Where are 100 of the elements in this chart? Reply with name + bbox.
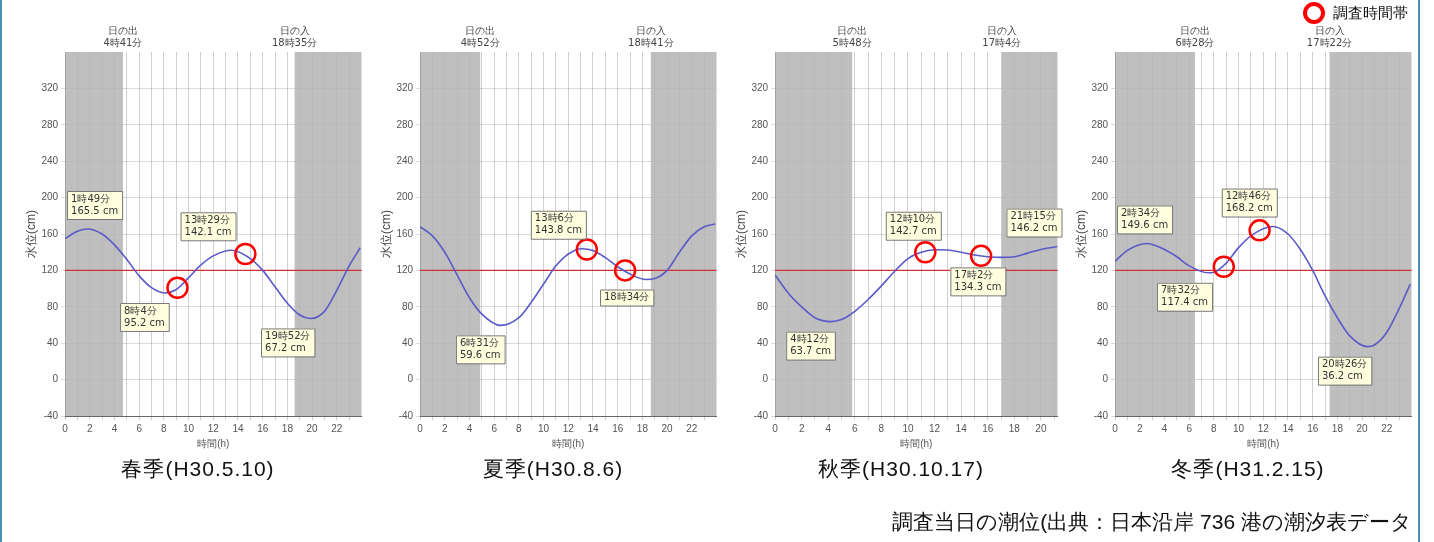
annotation: 4時12分 63.7 cm (790, 333, 831, 357)
x-tick-label: 14 (1282, 422, 1294, 434)
band-label: 日の出 5時48分 (832, 25, 872, 48)
y-tick-label: 200 (1091, 191, 1109, 203)
y-tick-label: 280 (751, 118, 769, 130)
x-tick-label: 10 (183, 422, 195, 434)
y-tick-label: 160 (41, 227, 59, 239)
x-tick-label: 4 (466, 422, 473, 434)
y-tick-label: 40 (1096, 336, 1109, 348)
y-tick-label: 40 (756, 336, 769, 348)
annotation: 21時15分 146.2 cm (1010, 210, 1058, 234)
x-tick-label: 2 (87, 422, 93, 434)
annotation: 2時34分 149.6 cm (1121, 207, 1169, 231)
band-label: 日の出 4時41分 (103, 25, 143, 48)
x-tick-label: 2 (798, 422, 805, 434)
x-tick-label: 8 (161, 422, 168, 434)
x-tick-label: 8 (1211, 422, 1218, 434)
x-tick-label: 2 (442, 422, 448, 434)
x-tick-label: 10 (1233, 422, 1245, 434)
x-tick-label: 18 (1008, 422, 1021, 434)
annotation: 1時49分 165.5 cm (71, 192, 119, 216)
y-tick-label: 240 (41, 154, 59, 166)
x-tick-label: 0 (772, 422, 779, 434)
y-tick-label: 80 (401, 300, 414, 312)
x-tick-label: 12 (1257, 422, 1270, 434)
x-tick-label: 10 (902, 422, 914, 434)
annotation: 12時46分 168.2 cm (1225, 190, 1273, 214)
y-tick-label: 240 (396, 154, 414, 166)
y-tick-label: 280 (396, 118, 414, 130)
y-tick-label: 120 (751, 264, 769, 276)
legend-label: 調査時間帯 (1333, 3, 1408, 23)
x-tick-label: 20 (1035, 422, 1047, 434)
x-tick-label: 8 (516, 422, 523, 434)
text: 夏季(H30.8.6) (481, 456, 625, 482)
annotation: 7時32分 117.4 cm (1161, 284, 1209, 308)
y-tick-label: 80 (46, 300, 59, 312)
x-tick-label: 16 (612, 422, 624, 434)
y-tick-label: -40 (43, 409, 59, 421)
y-tick-label: 160 (751, 227, 769, 239)
x-tick-label: 12 (929, 422, 941, 434)
x-tick-label: 22 (686, 422, 698, 434)
annotation: 19時52分 67.2 cm (265, 330, 311, 354)
y-tick-label: 0 (1102, 373, 1109, 385)
x-tick-label: 20 (661, 422, 674, 434)
y-tick-label: 320 (1091, 82, 1109, 94)
x-axis-title: 時間(h) (900, 437, 933, 449)
text: 冬季(H31.2.15) (1170, 456, 1326, 482)
x-tick-label: 16 (257, 422, 269, 434)
x-tick-label: 20 (1356, 422, 1369, 434)
x-tick-label: 2 (1137, 422, 1143, 434)
x-tick-label: 12 (562, 422, 575, 434)
y-tick-label: 200 (751, 191, 769, 203)
y-tick-label: 320 (41, 82, 59, 94)
annotation: 8時4分 95.2 cm (124, 304, 165, 328)
x-tick-label: 18 (1331, 422, 1344, 434)
x-tick-label: 6 (491, 422, 498, 434)
x-tick-label: 16 (982, 422, 994, 434)
y-tick-label: 40 (401, 336, 414, 348)
x-tick-label: 12 (207, 422, 220, 434)
x-tick-label: 4 (111, 422, 118, 434)
y-tick-label: -40 (753, 409, 769, 421)
y-tick-label: 120 (396, 264, 414, 276)
y-axis-title: 水位(cm) (733, 210, 748, 258)
annotation: 6時31分 59.6 cm (459, 336, 501, 360)
text: 秋季(H30.10.17) (817, 456, 985, 482)
y-axis-title: 水位(cm) (378, 210, 393, 258)
x-tick-label: 20 (306, 422, 319, 434)
x-tick-label: 14 (955, 422, 968, 434)
x-tick-label: 8 (878, 422, 885, 434)
y-tick-label: 160 (396, 227, 414, 239)
x-tick-label: 22 (1381, 422, 1393, 434)
x-tick-label: 16 (1307, 422, 1319, 434)
text: 調査当日の潮位(出典：日本沿岸 736 港の潮汐表データ (892, 509, 1412, 535)
y-tick-label: -40 (398, 409, 414, 421)
y-tick-label: 240 (751, 154, 769, 166)
y-tick-label: 240 (1091, 154, 1109, 166)
band-label: 日の入 17時4分 (982, 25, 1022, 48)
x-axis-title: 時間(h) (552, 437, 585, 449)
x-tick-label: 10 (538, 422, 550, 434)
band-label: 日の入 18時35分 (271, 25, 318, 48)
band-label: 日の出 6時28分 (1175, 25, 1215, 48)
band-label: 日の入 18時41分 (628, 25, 674, 48)
annotation: 20時26分 36.2 cm (1321, 358, 1368, 382)
x-tick-label: 0 (1112, 422, 1119, 434)
x-tick-label: 18 (281, 422, 294, 434)
x-tick-label: 6 (136, 422, 143, 434)
x-tick-label: 6 (852, 422, 859, 434)
y-tick-label: 0 (762, 373, 769, 385)
x-axis-title: 時間(h) (1247, 437, 1280, 449)
x-tick-label: 4 (1161, 422, 1168, 434)
y-tick-label: 0 (407, 373, 414, 385)
x-tick-label: 4 (825, 422, 832, 434)
band-label: 日の出 4時52分 (460, 25, 500, 48)
y-tick-label: 320 (396, 82, 414, 94)
y-tick-label: 160 (1091, 227, 1109, 239)
y-tick-label: 120 (1091, 264, 1109, 276)
y-axis-title: 水位(cm) (1073, 210, 1088, 258)
y-tick-label: 280 (41, 118, 59, 130)
x-tick-label: 14 (232, 422, 244, 434)
annotation: 13時6分 143.8 cm (534, 212, 582, 236)
